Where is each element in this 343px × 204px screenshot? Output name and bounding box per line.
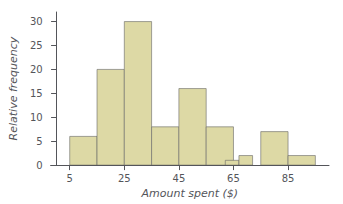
svg-text:85: 85 bbox=[282, 173, 295, 184]
svg-text:5: 5 bbox=[36, 136, 42, 147]
svg-text:15: 15 bbox=[30, 88, 43, 99]
svg-text:25: 25 bbox=[118, 173, 131, 184]
svg-text:30: 30 bbox=[30, 16, 43, 27]
svg-text:45: 45 bbox=[173, 173, 186, 184]
svg-text:0: 0 bbox=[36, 160, 42, 171]
svg-text:25: 25 bbox=[30, 40, 43, 51]
svg-text:Relative frequency: Relative frequency bbox=[7, 36, 20, 140]
svg-text:5: 5 bbox=[67, 173, 73, 184]
svg-text:65: 65 bbox=[227, 173, 240, 184]
svg-text:Amount spent ($): Amount spent ($) bbox=[141, 187, 239, 200]
svg-text:10: 10 bbox=[30, 112, 43, 123]
svg-text:20: 20 bbox=[30, 64, 43, 75]
